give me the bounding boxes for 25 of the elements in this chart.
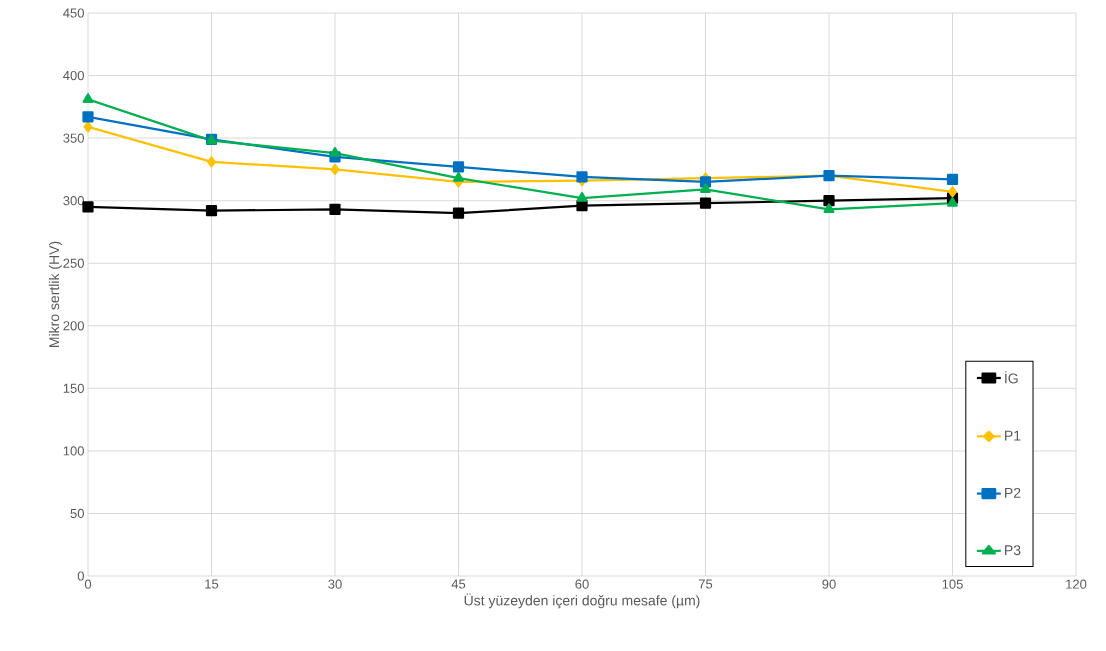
y-tick-label: 400 (63, 70, 84, 81)
y-tick-label: 150 (63, 383, 84, 393)
x-tick-label: 15 (205, 579, 219, 589)
x-tick-label: 60 (575, 579, 589, 589)
y-tick-label: 250 (63, 258, 84, 268)
y-tick-label: 0 (77, 571, 84, 581)
x-tick-label: 120 (1066, 579, 1087, 589)
legend-label: P1 (1005, 430, 1021, 441)
x-tick-label: 75 (698, 579, 713, 589)
x-tick-label: 45 (451, 579, 466, 589)
x-tick-label: 105 (942, 579, 963, 589)
x-tick-label: 0 (84, 579, 92, 589)
y-tick-label: 350 (63, 133, 84, 143)
y-tick-label: 200 (63, 321, 84, 331)
x-tick-label: 90 (822, 579, 836, 589)
y-axis-title: Mikro sertlik (HV) (48, 241, 62, 348)
x-tick-label: 30 (328, 579, 342, 589)
y-tick-label: 50 (70, 508, 84, 519)
legend-label: P3 (1005, 545, 1021, 556)
y-tick-label: 450 (63, 8, 84, 18)
y-tick-label: 300 (63, 196, 84, 206)
y-tick-label: 100 (63, 446, 84, 456)
legend-label: P2 (1005, 487, 1021, 498)
legend-label: İG (1005, 371, 1018, 384)
x-axis-title: Üst yüzeyden içeri doğru mesafe (µm) (464, 593, 700, 609)
